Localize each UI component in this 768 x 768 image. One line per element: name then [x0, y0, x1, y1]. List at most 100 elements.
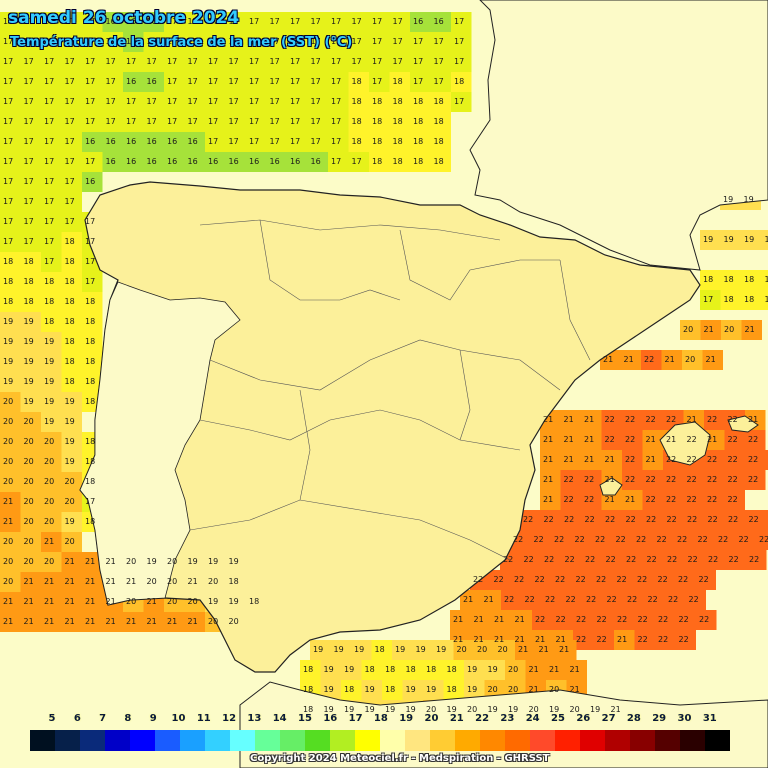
- sst-cell: [622, 450, 643, 470]
- sst-value: 22: [699, 615, 709, 624]
- sst-cell: [82, 372, 103, 392]
- sst-value: 21: [44, 617, 54, 626]
- sst-value: 17: [24, 137, 34, 146]
- sst-cell: [540, 450, 561, 470]
- sst-value: 22: [544, 555, 554, 564]
- sst-cell: [410, 72, 431, 92]
- sst-value: 18: [85, 517, 95, 526]
- sst-value: 18: [352, 77, 362, 86]
- sst-cell: [552, 570, 573, 590]
- sst-cell: [41, 152, 62, 172]
- sst-cell: [123, 152, 144, 172]
- sst-value: 17: [24, 237, 34, 246]
- sst-cell: [246, 12, 267, 32]
- legend-tick-label: 17: [348, 713, 363, 724]
- sst-cell: [307, 32, 328, 52]
- sst-cell: [61, 472, 82, 492]
- sst-value: 22: [535, 575, 545, 584]
- sst-value: 21: [666, 435, 676, 444]
- sst-cell: [41, 132, 62, 152]
- sst-cell: [761, 270, 768, 290]
- sst-value: 19: [24, 317, 34, 326]
- sst-cell: [602, 510, 623, 530]
- sst-value: 22: [739, 535, 749, 544]
- sst-value: 17: [208, 137, 218, 146]
- sst-value: 19: [416, 645, 426, 654]
- sst-value: 21: [85, 557, 95, 566]
- sst-value: 17: [65, 137, 75, 146]
- sst-cell: [741, 290, 762, 310]
- sst-value: 17: [703, 295, 713, 304]
- sst-cell: [205, 32, 226, 52]
- sst-cell: [61, 492, 82, 512]
- sst-value: 20: [457, 645, 467, 654]
- sst-value: 18: [365, 665, 375, 674]
- sst-value: 22: [576, 615, 586, 624]
- sst-cell: [622, 490, 643, 510]
- sst-value: 19: [24, 397, 34, 406]
- sst-value: 17: [65, 57, 75, 66]
- sst-value: 22: [707, 415, 717, 424]
- legend-tick-label: 15: [298, 713, 312, 724]
- sst-value: 22: [728, 435, 738, 444]
- sst-value: 22: [647, 555, 657, 564]
- sst-value: 21: [539, 645, 549, 654]
- sst-value: 17: [229, 77, 239, 86]
- sst-cell: [705, 550, 726, 570]
- sst-cell: [41, 92, 62, 112]
- sst-value: 18: [44, 317, 54, 326]
- sst-value: 18: [85, 397, 95, 406]
- sst-value: 18: [434, 97, 444, 106]
- sst-value: 18: [85, 357, 95, 366]
- sst-value: 20: [3, 577, 13, 586]
- sst-cell: [307, 112, 328, 132]
- sst-cell: [61, 312, 82, 332]
- sst-value: 20: [229, 617, 239, 626]
- sst-cell: [643, 510, 664, 530]
- sst-value: 20: [44, 477, 54, 486]
- sst-value: 18: [3, 297, 13, 306]
- sst-cell: [0, 332, 21, 352]
- sst-cell: [745, 510, 766, 530]
- sst-value: 17: [85, 117, 95, 126]
- sst-value: 22: [584, 475, 594, 484]
- sst-value: 22: [564, 515, 574, 524]
- sst-value: 17: [331, 137, 341, 146]
- sst-value: 22: [607, 595, 617, 604]
- sst-cell: [0, 392, 21, 412]
- sst-cell: [41, 512, 62, 532]
- sst-cell: [307, 92, 328, 112]
- sst-cell: [0, 612, 21, 632]
- sst-value: 18: [447, 665, 457, 674]
- sst-value: 21: [646, 435, 656, 444]
- sst-value: 16: [270, 157, 280, 166]
- sst-value: 22: [605, 435, 615, 444]
- sst-value: 17: [24, 197, 34, 206]
- sst-value: 17: [290, 37, 300, 46]
- sst-value: 21: [147, 597, 157, 606]
- sst-value: 17: [44, 97, 54, 106]
- sst-cell: [410, 152, 431, 172]
- sst-value: 17: [3, 37, 13, 46]
- sst-cell: [164, 32, 185, 52]
- sst-value: 19: [744, 195, 754, 204]
- sst-cell: [704, 510, 725, 530]
- sst-cell: [348, 112, 369, 132]
- sst-value: 17: [3, 97, 13, 106]
- sst-value: 17: [290, 17, 300, 26]
- sst-value: 22: [576, 575, 586, 584]
- sst-cell: [320, 680, 341, 700]
- sst-value: 17: [24, 17, 34, 26]
- sst-value: 19: [147, 557, 157, 566]
- sst-value: 16: [167, 157, 177, 166]
- sst-value: 22: [657, 535, 667, 544]
- sst-cell: [20, 112, 41, 132]
- sst-value: 17: [229, 97, 239, 106]
- sst-cell: [552, 610, 573, 630]
- sst-cell: [561, 550, 582, 570]
- sst-cell: [246, 32, 267, 52]
- sst-value: 19: [447, 705, 457, 714]
- sst-cell: [410, 112, 431, 132]
- sst-cell: [724, 430, 745, 450]
- sst-value: 18: [44, 297, 54, 306]
